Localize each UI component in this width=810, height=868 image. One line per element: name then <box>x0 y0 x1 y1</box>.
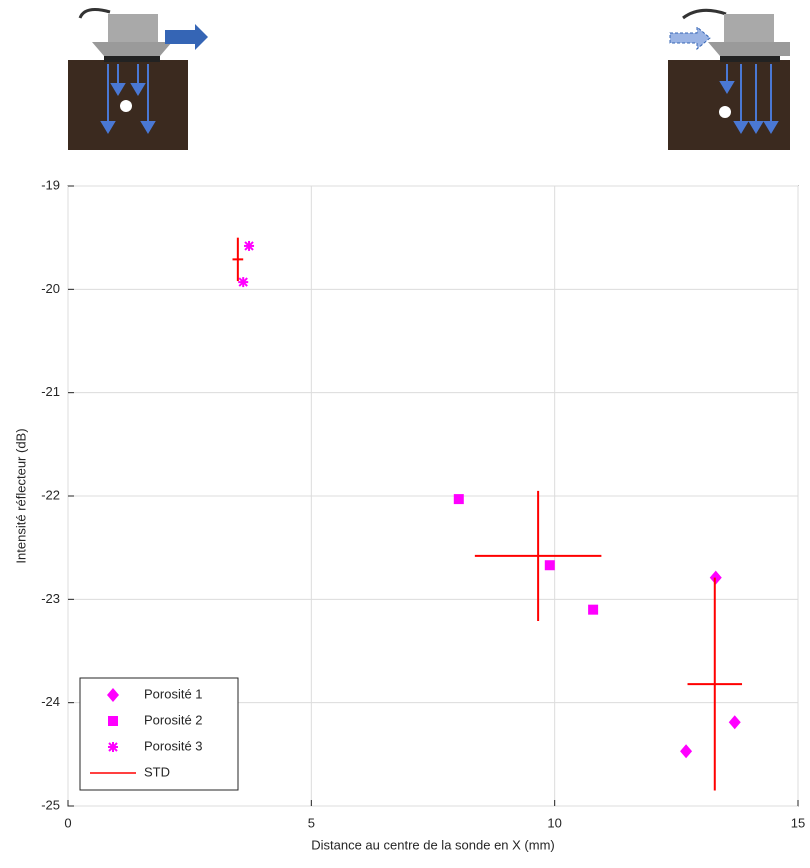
legend-label: Porosité 1 <box>144 686 203 701</box>
legend-label: Porosité 2 <box>144 712 203 727</box>
x-axis-label: Distance au centre de la sonde en X (mm) <box>311 837 555 852</box>
y-tick-label: -19 <box>41 177 60 192</box>
y-tick-label: -25 <box>41 797 60 812</box>
asterisk-stroke <box>244 241 254 251</box>
probe-illustration-left <box>68 8 208 150</box>
point <box>544 560 555 571</box>
legend-swatch <box>108 742 118 752</box>
legend-swatch <box>108 716 118 726</box>
y-axis-label: Intensité réflecteur (dB) <box>13 428 28 563</box>
legend-box <box>79 677 239 791</box>
point <box>453 494 464 505</box>
y-tick-label: -22 <box>41 487 60 502</box>
x-tick-label: 5 <box>308 815 315 830</box>
grid <box>67 185 799 807</box>
point <box>728 715 741 730</box>
x-tick-label: 15 <box>791 815 805 830</box>
y-tick-label: -20 <box>41 281 60 296</box>
asterisk-stroke <box>238 277 248 287</box>
y-tick-label: -21 <box>41 384 60 399</box>
legend-label: Porosité 3 <box>144 738 203 753</box>
x-tick-label: 10 <box>547 815 561 830</box>
point <box>680 744 693 759</box>
asterisk-stroke <box>108 742 118 752</box>
x-tick-label: 0 <box>64 815 71 830</box>
probe-illustration-right <box>668 8 790 150</box>
legend-label: STD <box>144 764 170 779</box>
y-tick-label: -23 <box>41 591 60 606</box>
point <box>588 604 599 615</box>
point <box>244 240 255 251</box>
y-tick-label: -24 <box>41 694 60 709</box>
point <box>238 277 249 288</box>
legend-swatch <box>107 688 119 702</box>
